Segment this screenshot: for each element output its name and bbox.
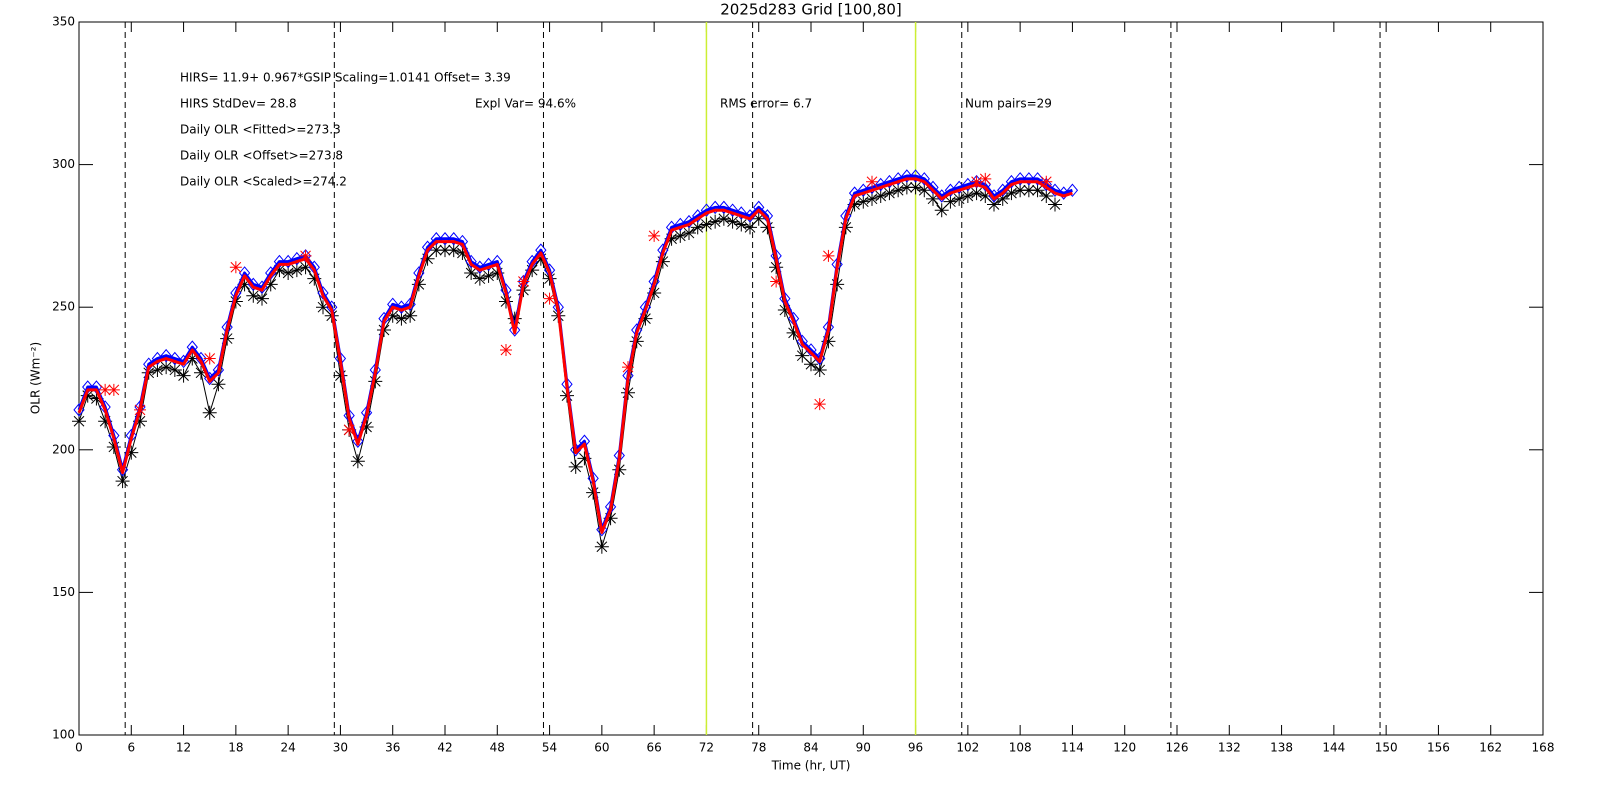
diamond-marker <box>317 286 329 300</box>
annotation: Daily OLR <Offset>=273.8 <box>180 149 343 163</box>
star-marker <box>866 175 878 188</box>
x-tick-label: 90 <box>856 741 871 755</box>
x-tick-label: 114 <box>1061 741 1084 755</box>
diamond-marker <box>116 462 129 477</box>
star-marker <box>500 343 512 356</box>
star-marker <box>107 383 120 396</box>
star-marker <box>822 249 835 262</box>
annotation: Daily OLR <Scaled>=274.2 <box>180 175 347 189</box>
series-line <box>77 177 1073 535</box>
x-tick-label: 132 <box>1218 741 1241 755</box>
x-tick-label: 6 <box>127 741 135 755</box>
diamond-marker <box>1066 183 1079 198</box>
x-tick-label: 30 <box>333 741 348 755</box>
star-marker <box>622 361 634 374</box>
series <box>99 172 1053 436</box>
x-tick-label: 36 <box>385 741 400 755</box>
x-tick-label: 168 <box>1532 741 1555 755</box>
diamond-marker <box>430 231 442 246</box>
x-tick-label: 102 <box>956 741 979 755</box>
x-tick-label: 108 <box>1009 741 1032 755</box>
x-tick-label: 42 <box>437 741 452 755</box>
star-marker <box>517 275 530 288</box>
diamond-marker <box>1031 172 1044 186</box>
annotation: RMS error= 6.7 <box>720 97 812 111</box>
x-tick-label: 84 <box>803 741 818 755</box>
series <box>77 177 1073 535</box>
diamond-marker <box>439 231 451 246</box>
x-tick-label: 162 <box>1479 741 1502 755</box>
x-tick-label: 78 <box>751 741 766 755</box>
diamond-marker <box>448 231 460 246</box>
annotation: HIRS StdDev= 28.8 <box>180 97 297 111</box>
x-axis-label: Time (hr, UT) <box>771 759 851 773</box>
diamond-marker <box>387 297 399 312</box>
diamond-marker <box>186 340 198 354</box>
annotation: Daily OLR <Fitted>=273.3 <box>180 123 341 137</box>
star-marker <box>979 172 992 185</box>
y-tick-label: 150 <box>52 585 75 599</box>
x-tick-label: 0 <box>75 741 83 755</box>
diamond-marker <box>909 169 922 183</box>
diamond-marker <box>212 363 225 377</box>
diamond-marker <box>709 200 721 215</box>
star-marker <box>543 292 556 305</box>
star-marker <box>770 275 783 288</box>
star-marker <box>229 261 242 274</box>
x-tick-label: 18 <box>228 741 243 755</box>
diamond-marker <box>352 434 364 449</box>
diamond-marker <box>901 169 913 183</box>
x-tick-label: 126 <box>1166 741 1189 755</box>
annotation: HIRS= 11.9+ 0.967*GSIP Scaling=1.0141 Of… <box>180 71 511 85</box>
x-tick-label: 12 <box>176 741 191 755</box>
diamond-marker <box>160 348 172 363</box>
star-marker <box>648 229 661 242</box>
x-tick-label: 48 <box>490 741 505 755</box>
x-tick-label: 138 <box>1270 741 1293 755</box>
y-axis-label: OLR (Wm⁻²) <box>29 342 43 414</box>
star-marker <box>970 175 983 188</box>
x-tick-label: 66 <box>647 741 662 755</box>
y-tick-label: 250 <box>52 300 75 314</box>
star-marker <box>1040 175 1053 188</box>
diamond-marker <box>509 323 521 337</box>
annotation: Expl Var= 94.6% <box>475 97 576 111</box>
y-tick-label: 200 <box>52 442 75 456</box>
diamond-marker <box>753 200 765 215</box>
x-tick-label: 120 <box>1113 741 1136 755</box>
chart-title: 2025d283 Grid [100,80] <box>720 1 902 19</box>
diamond-marker <box>718 200 730 215</box>
x-tick-label: 54 <box>542 741 557 755</box>
x-tick-label: 144 <box>1322 741 1345 755</box>
star-marker <box>299 249 312 262</box>
diamond-marker <box>273 254 286 269</box>
x-tick-label: 24 <box>281 741 296 755</box>
y-tick-label: 100 <box>52 728 75 742</box>
annotation: Num pairs=29 <box>965 97 1052 111</box>
star-marker <box>134 403 146 416</box>
x-tick-label: 96 <box>908 741 923 755</box>
x-tick-label: 150 <box>1375 741 1398 755</box>
x-tick-label: 72 <box>699 741 714 755</box>
star-marker <box>99 383 112 396</box>
x-tick-label: 60 <box>594 741 609 755</box>
y-tick-label: 300 <box>52 157 75 171</box>
diamond-marker <box>1023 172 1035 186</box>
star-marker <box>343 423 356 436</box>
x-tick-label: 156 <box>1427 741 1450 755</box>
diamond-marker <box>404 297 416 312</box>
diamond-marker <box>1014 172 1026 186</box>
star-marker <box>203 352 216 365</box>
y-tick-label: 350 <box>52 15 75 29</box>
star-marker <box>813 398 826 411</box>
